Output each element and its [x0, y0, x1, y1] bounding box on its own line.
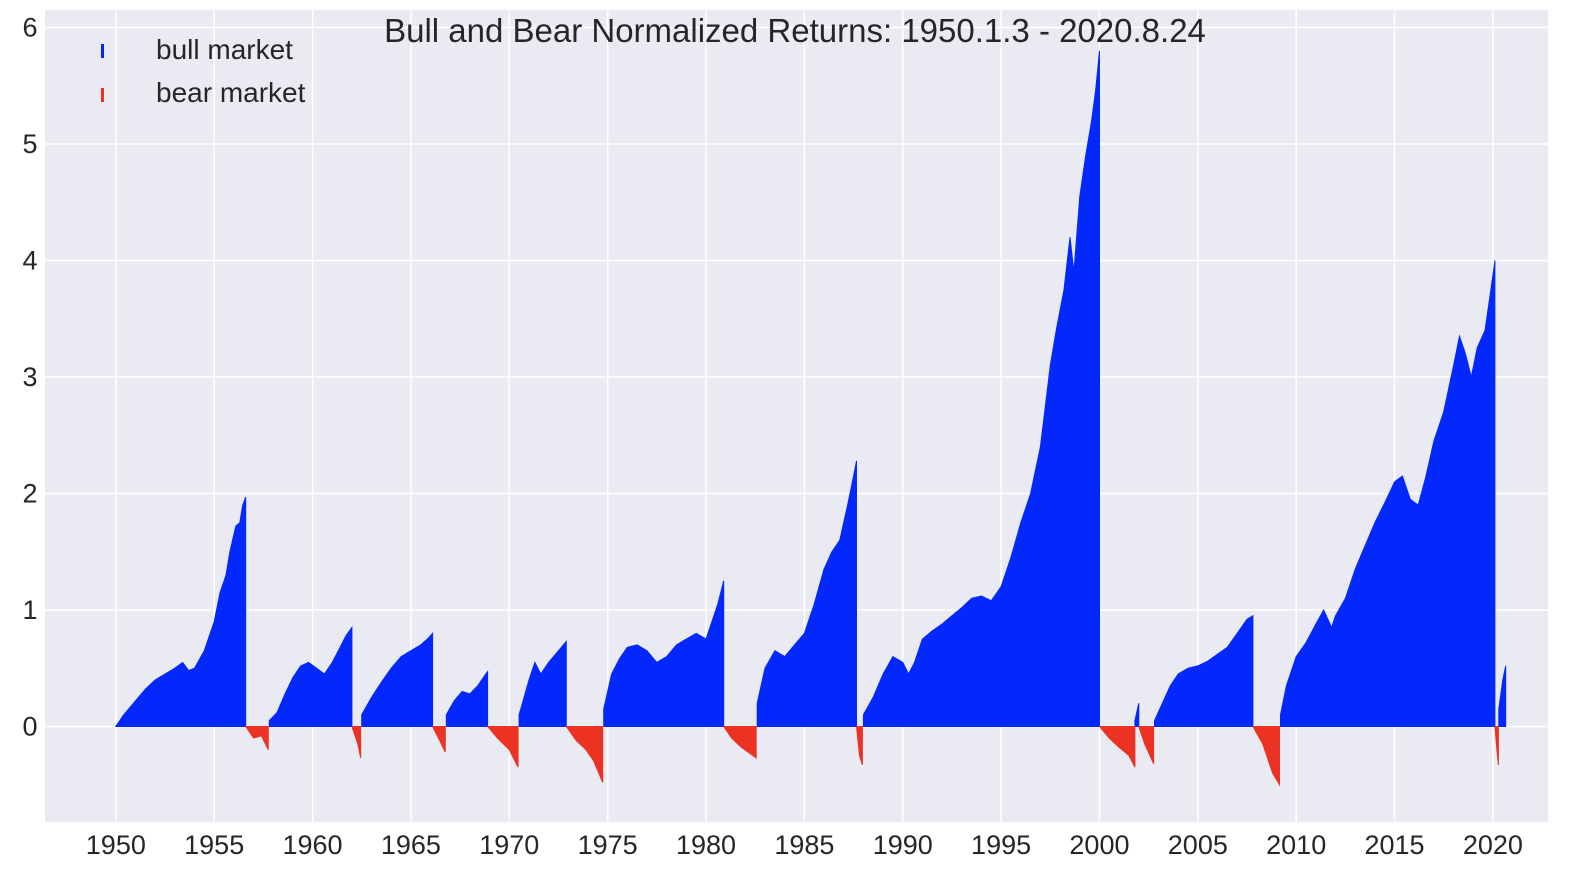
y-tick-label: 1: [22, 595, 37, 625]
legend-label-bear: bear market: [156, 77, 306, 108]
x-tick-label: 1970: [479, 830, 539, 860]
bear-market-area: [1098, 726, 1136, 768]
bull-market-area: [1280, 260, 1496, 727]
bull-market-area: [361, 631, 434, 727]
y-tick-label: 4: [22, 245, 37, 275]
bull-market-area: [1134, 703, 1140, 727]
bull-market-area: [756, 460, 857, 727]
x-tick-label: 2000: [1069, 830, 1129, 860]
x-tick-label: 1960: [283, 830, 343, 860]
x-tick-label: 1950: [86, 830, 146, 860]
x-tick-label: 2020: [1463, 830, 1523, 860]
x-tick-label: 1990: [873, 830, 933, 860]
bull-market-area: [518, 640, 567, 727]
x-tick-label: 1995: [971, 830, 1031, 860]
x-tick-label: 1955: [184, 830, 244, 860]
chart-title: Bull and Bear Normalized Returns: 1950.1…: [384, 12, 1206, 49]
legend-entry-bear: bear market: [101, 77, 306, 108]
bear-market-area: [486, 726, 519, 768]
bear-market-area: [565, 726, 604, 783]
data-areas: [114, 50, 1507, 787]
bull-market-area: [603, 580, 725, 727]
bear-market-area: [1252, 726, 1280, 787]
x-tick-label: 2015: [1365, 830, 1425, 860]
legend-swatch-bear: [101, 88, 104, 102]
x-tick-label: 1965: [381, 830, 441, 860]
bull-market-area: [445, 670, 489, 727]
x-tick-label: 1975: [578, 830, 638, 860]
bull-market-area: [114, 496, 247, 727]
legend-swatch-bull: [101, 44, 104, 58]
bear-market-area: [855, 726, 863, 766]
bull-market-area: [268, 625, 353, 727]
bear-market-area: [431, 726, 446, 753]
y-tick-label: 3: [22, 362, 37, 392]
x-tick-label: 1980: [676, 830, 736, 860]
bear-market-area: [1494, 726, 1499, 765]
bear-market-area: [1138, 726, 1155, 765]
legend-label-bull: bull market: [156, 34, 293, 65]
bear-market-area: [351, 726, 362, 759]
legend: bull market bear market: [101, 34, 306, 108]
y-tick-label: 2: [22, 478, 37, 508]
bear-market-area: [722, 726, 757, 759]
y-tick-label: 0: [22, 711, 37, 741]
x-tick-label: 1985: [774, 830, 834, 860]
x-tick-label: 2010: [1266, 830, 1326, 860]
y-tick-label: 5: [22, 129, 37, 159]
x-tick-label: 2005: [1168, 830, 1228, 860]
legend-entry-bull: bull market: [101, 34, 293, 65]
bear-market-area: [244, 726, 269, 751]
bull-market-area: [1154, 614, 1254, 727]
axis-tick-labels: 1950 1955 1960 1965 1970 1975 1980 1985 1990 1995…: [22, 12, 1522, 860]
bull-market-area: [1498, 665, 1507, 727]
y-tick-label: 6: [22, 12, 37, 42]
bull-market-area: [862, 50, 1100, 727]
